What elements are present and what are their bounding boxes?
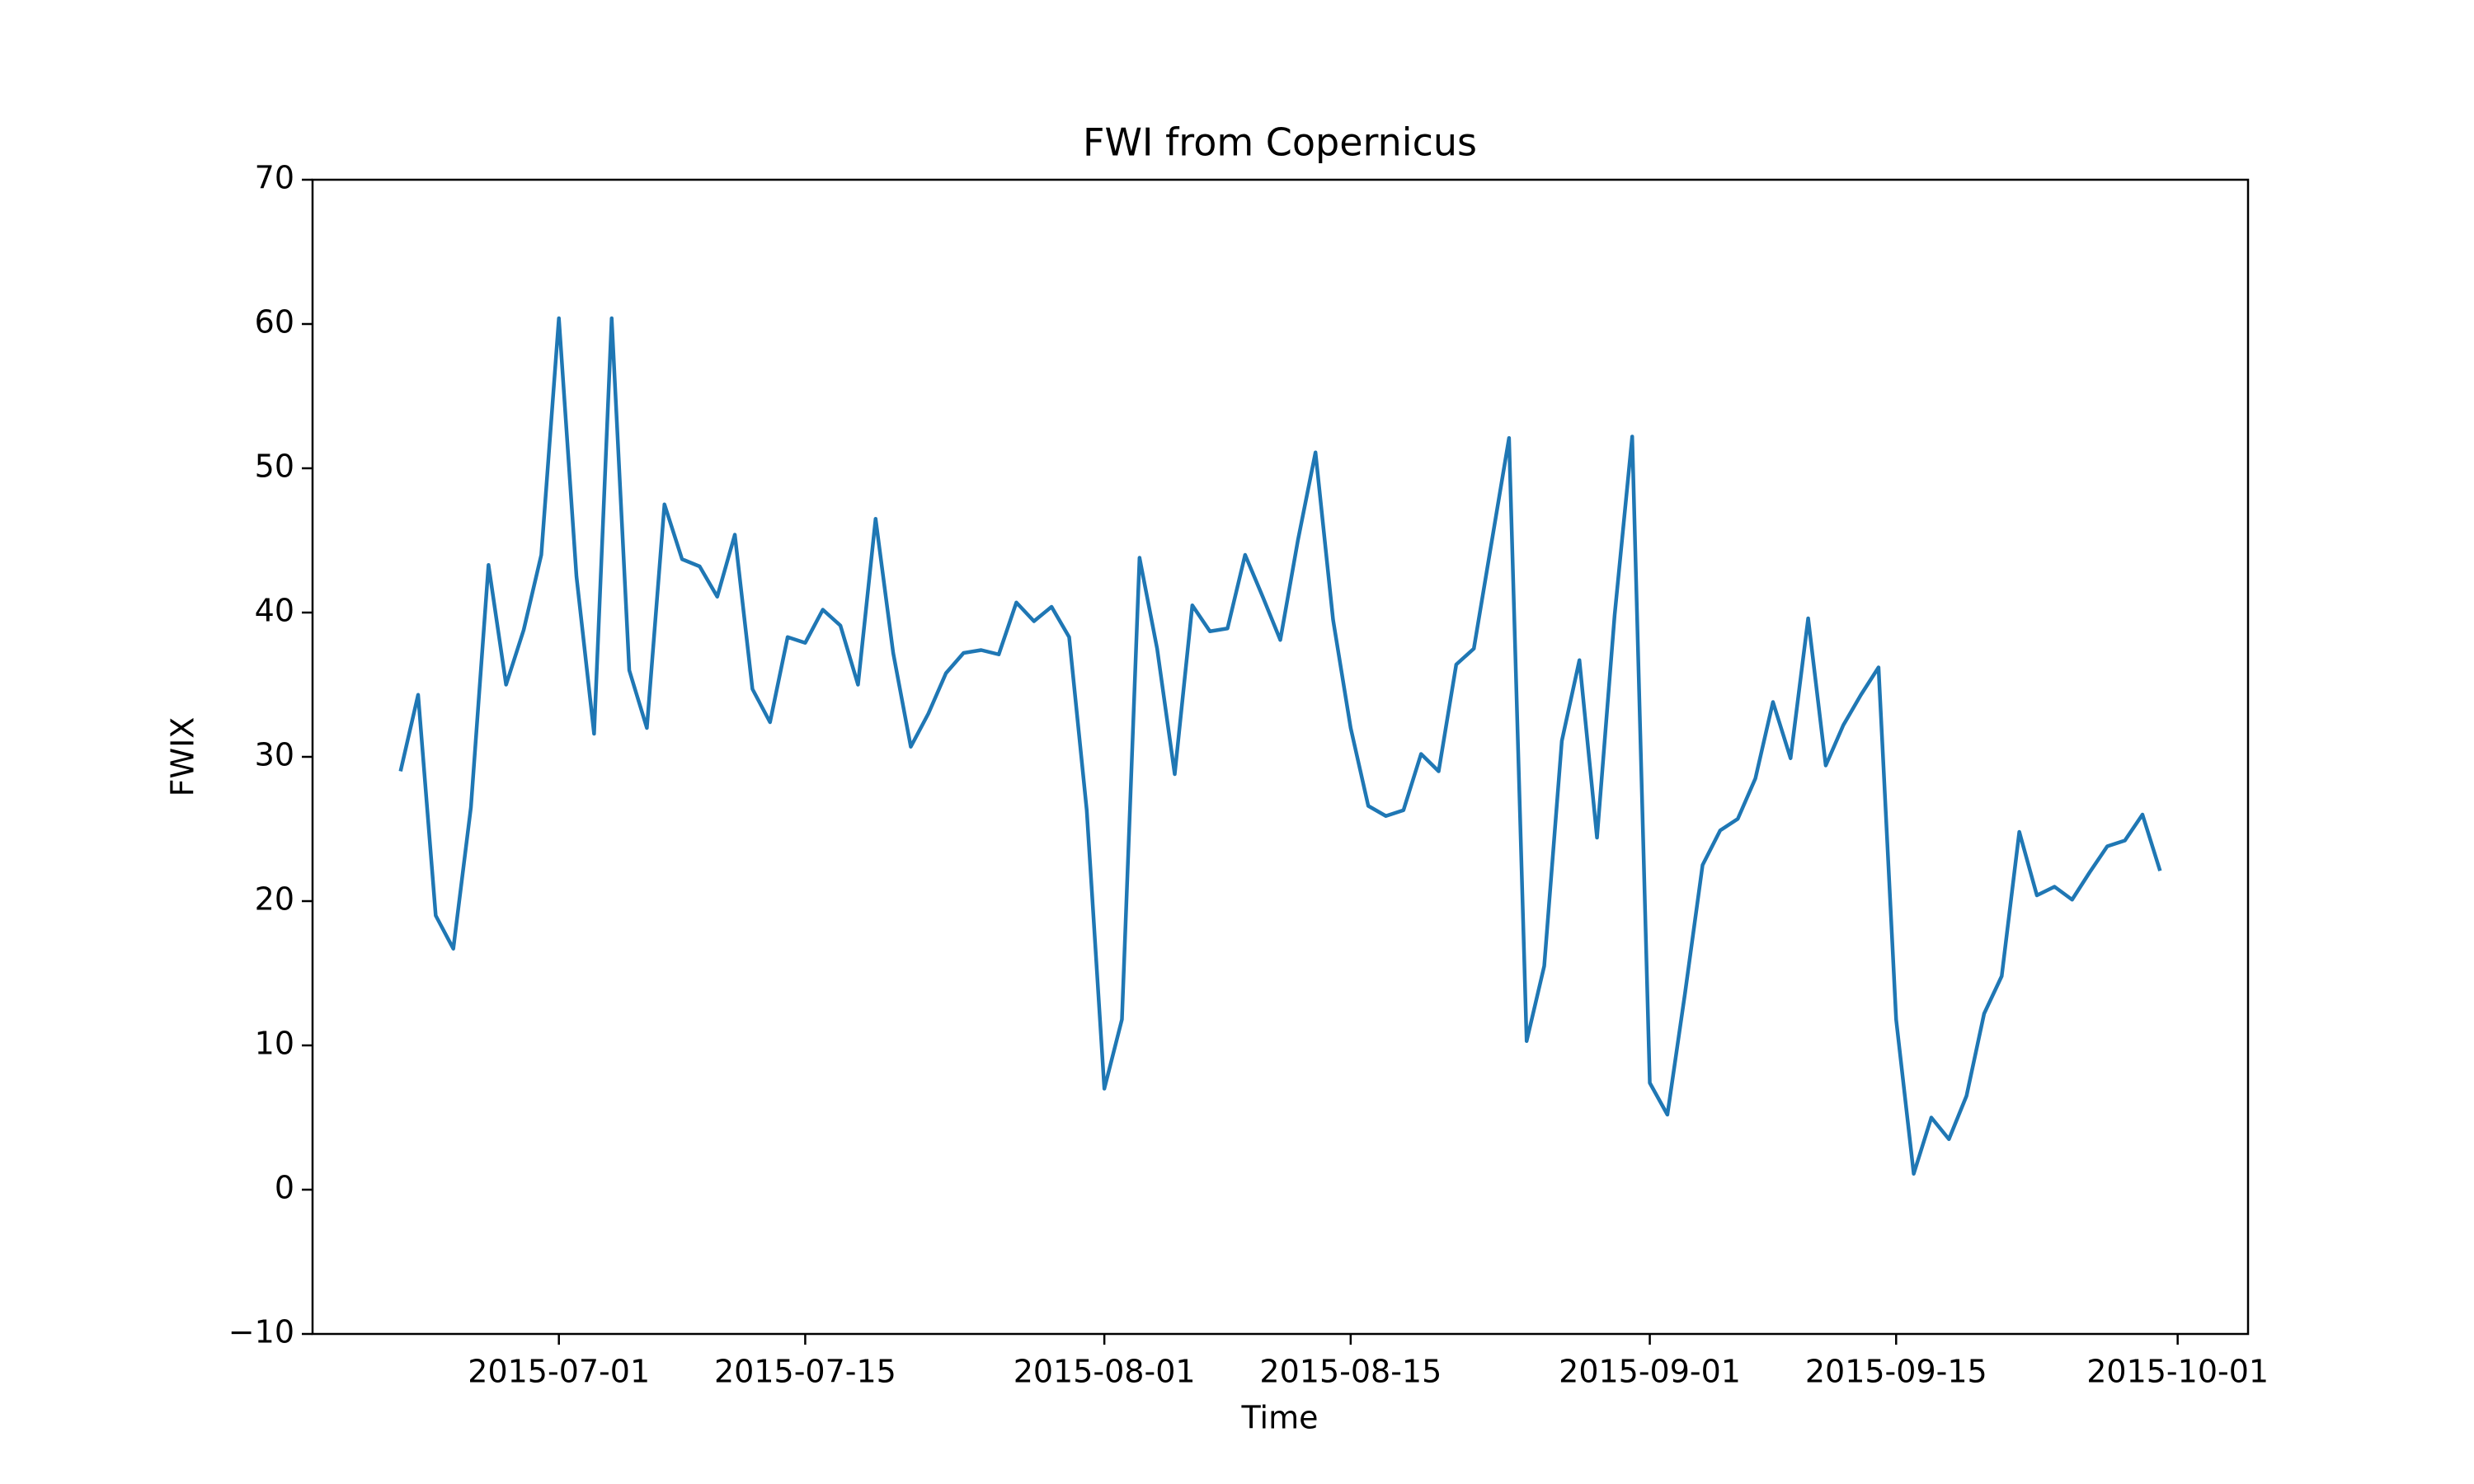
x-tick-label: 2015-07-15 (714, 1354, 896, 1390)
y-tick-label: 60 (255, 304, 294, 340)
x-tick-label: 2015-09-01 (1559, 1354, 1741, 1390)
plot-frame (311, 178, 2250, 1336)
y-tick-label: 30 (255, 737, 294, 773)
x-axis-label: Time (1241, 1400, 1319, 1436)
line-series (398, 316, 2162, 1176)
y-axis-label: FWIX (165, 717, 201, 797)
y-tick-label: −10 (228, 1314, 294, 1350)
y-tick-label: 50 (255, 448, 294, 485)
x-tick-label: 2015-08-01 (1014, 1354, 1196, 1390)
y-tick-label: 10 (255, 1026, 294, 1062)
x-tick-label: 2015-08-15 (1259, 1354, 1442, 1390)
y-tick-label: 20 (255, 881, 294, 918)
x-tick-label: 2015-10-01 (2086, 1354, 2269, 1390)
y-tick-label: 40 (255, 593, 294, 629)
x-tick-label: 2015-07-01 (468, 1354, 650, 1390)
x-tick-label: 2015-09-15 (1805, 1354, 1987, 1390)
y-tick-label: 0 (275, 1170, 294, 1206)
y-tick-label: 70 (255, 160, 294, 196)
chart-title: FWI from Copernicus (1083, 120, 1477, 165)
